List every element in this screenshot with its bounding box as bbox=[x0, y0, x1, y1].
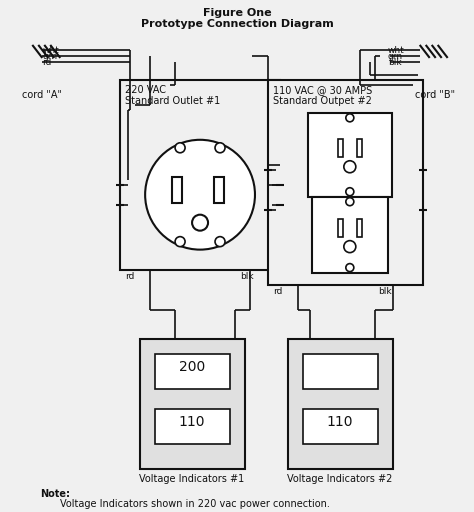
Circle shape bbox=[215, 143, 225, 153]
Circle shape bbox=[344, 161, 356, 173]
Bar bbox=[312, 197, 388, 272]
Text: Note:: Note: bbox=[40, 489, 70, 499]
Bar bbox=[288, 339, 393, 470]
Text: Prototype Connection Diagram: Prototype Connection Diagram bbox=[141, 19, 333, 29]
Text: wht: wht bbox=[388, 46, 404, 55]
Bar bbox=[357, 139, 362, 157]
Text: blk: blk bbox=[240, 271, 254, 281]
Text: Voltage Indicators #1: Voltage Indicators #1 bbox=[139, 474, 245, 484]
Text: 110: 110 bbox=[327, 415, 353, 430]
Circle shape bbox=[346, 264, 354, 271]
Text: cord "B": cord "B" bbox=[415, 90, 455, 100]
Text: grn: grn bbox=[42, 52, 57, 61]
Text: 200: 200 bbox=[179, 360, 205, 374]
Circle shape bbox=[175, 237, 185, 247]
Circle shape bbox=[175, 143, 185, 153]
Bar bbox=[155, 354, 230, 390]
Bar bbox=[303, 354, 378, 390]
Circle shape bbox=[344, 241, 356, 252]
Circle shape bbox=[346, 114, 354, 122]
Text: 220 VAC
Standard Outlet #1: 220 VAC Standard Outlet #1 bbox=[125, 85, 220, 106]
Bar bbox=[268, 80, 423, 285]
Bar bbox=[308, 113, 392, 197]
Text: rd: rd bbox=[125, 271, 135, 281]
Bar bbox=[140, 339, 245, 470]
Bar bbox=[155, 410, 230, 444]
Text: cord "A": cord "A" bbox=[22, 90, 62, 100]
Bar bbox=[120, 80, 280, 270]
Circle shape bbox=[192, 215, 208, 231]
Circle shape bbox=[346, 198, 354, 206]
Text: blk: blk bbox=[378, 287, 392, 295]
Bar bbox=[214, 177, 224, 203]
Circle shape bbox=[145, 140, 255, 250]
Text: Voltage Indicators shown in 220 vac power connection.: Voltage Indicators shown in 220 vac powe… bbox=[60, 499, 330, 509]
Text: rd: rd bbox=[273, 287, 283, 295]
Bar bbox=[338, 219, 343, 237]
Text: grn: grn bbox=[388, 52, 403, 61]
Text: blk: blk bbox=[388, 58, 401, 67]
Text: rd: rd bbox=[42, 58, 52, 67]
Circle shape bbox=[346, 188, 354, 196]
Text: wht: wht bbox=[42, 46, 59, 55]
Text: 110: 110 bbox=[179, 415, 205, 430]
Text: 110 VAC @ 30 AMPS
Standard Outpet #2: 110 VAC @ 30 AMPS Standard Outpet #2 bbox=[273, 85, 372, 106]
Bar bbox=[357, 219, 362, 237]
Bar bbox=[303, 410, 378, 444]
Circle shape bbox=[215, 237, 225, 247]
Bar bbox=[172, 177, 182, 203]
Text: Figure One: Figure One bbox=[203, 8, 271, 18]
Bar bbox=[338, 139, 343, 157]
Text: Voltage Indicators #2: Voltage Indicators #2 bbox=[287, 474, 392, 484]
